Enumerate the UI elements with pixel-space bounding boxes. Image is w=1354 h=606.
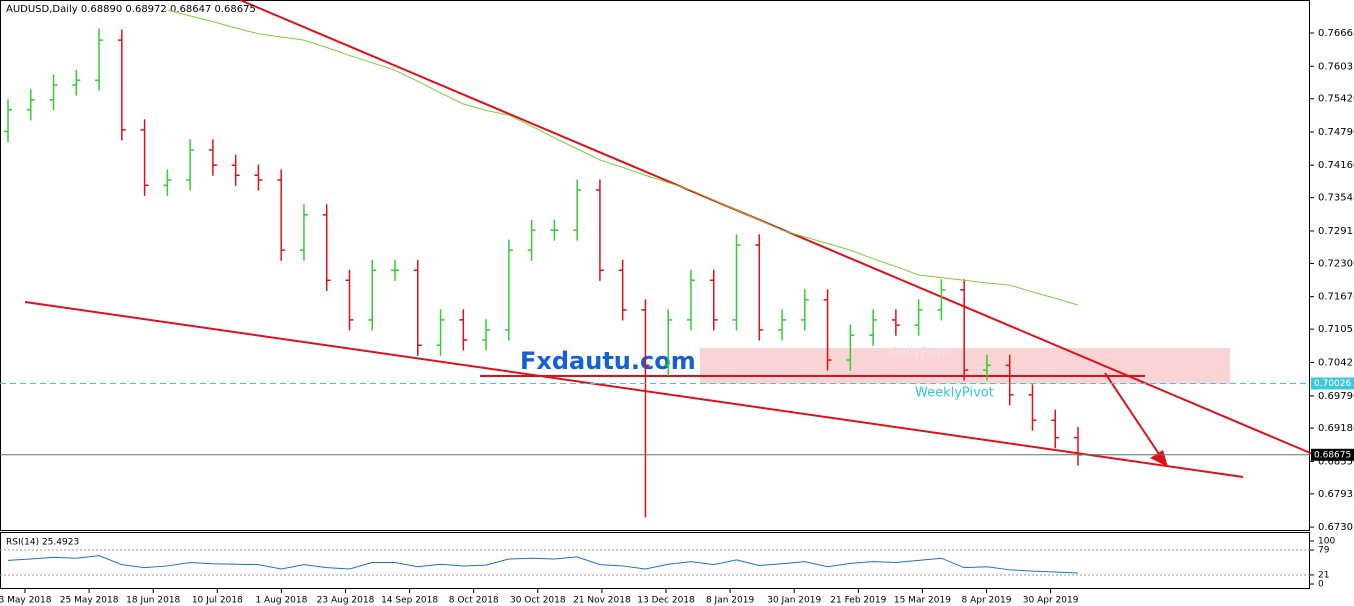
x-tick-label: 8 Jan 2019 [706,596,754,606]
arrow [1104,372,1164,461]
moving-average [167,9,1079,306]
rsi-title: RSI(14) 25.4923 [6,538,79,548]
pivot-zone [700,348,1230,384]
main-panel [0,0,1310,531]
rsi-line [7,555,1079,574]
watermark: Fxdautu.com [520,347,696,375]
annotation: WeeklyPivot [915,386,994,401]
price-label: 0.68675 [1314,450,1351,460]
x-tick-label: 23 Aug 2018 [317,596,375,606]
y-tick-label: 0.71055 [1318,324,1354,335]
x-tick-label: 1 Aug 2018 [255,596,307,606]
y-tick-label: 0.76035 [1318,61,1354,72]
price-box [1311,377,1354,390]
price-label: 0.70026 [1314,379,1351,389]
x-tick-label: 30 Oct 2018 [510,596,566,606]
rsi-tick-label: 100 [1318,537,1335,547]
x-tick-label: 30 Apr 2019 [1023,596,1079,606]
rsi-tick-label: 21 [1318,570,1329,580]
rsi-panel [0,532,1310,589]
x-tick-label: 8 Oct 2018 [449,596,499,606]
y-tick-label: 0.72915 [1318,226,1354,237]
trendline [24,301,1244,478]
rsi-tick-label: 0 [1318,580,1324,590]
y-tick-label: 0.70425 [1318,357,1354,368]
x-tick-label: 21 Feb 2019 [830,596,886,606]
x-tick-label: 14 Sep 2018 [381,596,438,606]
x-tick-label: 10 Jul 2018 [192,596,243,606]
y-tick-label: 0.73545 [1318,193,1354,204]
y-tick-label: 0.67935 [1318,489,1354,500]
x-tick-label: 18 Jun 2018 [126,596,180,606]
x-tick-label: 30 Jan 2019 [767,596,821,606]
x-tick-label: 3 May 2018 [0,596,52,606]
x-tick-label: 13 Dec 2018 [637,596,695,606]
x-tick-label: 8 Apr 2019 [962,596,1012,606]
arrowhead [1150,450,1168,467]
price-box [1311,448,1354,461]
y-tick-label: 0.67305 [1318,522,1354,533]
trendline [239,0,1316,456]
rsi-tick-label: 79 [1318,546,1330,556]
x-tick-label: 21 Nov 2018 [573,596,631,606]
x-tick-label: 25 May 2018 [60,596,119,606]
chart-title: AUDUSD,Daily 0.68890 0.68972 0.68647 0.6… [6,4,256,15]
x-tick-label: 15 Mar 2019 [894,596,951,606]
y-tick-label: 0.76665 [1318,28,1354,39]
annotation: DailyPivot [890,345,950,359]
